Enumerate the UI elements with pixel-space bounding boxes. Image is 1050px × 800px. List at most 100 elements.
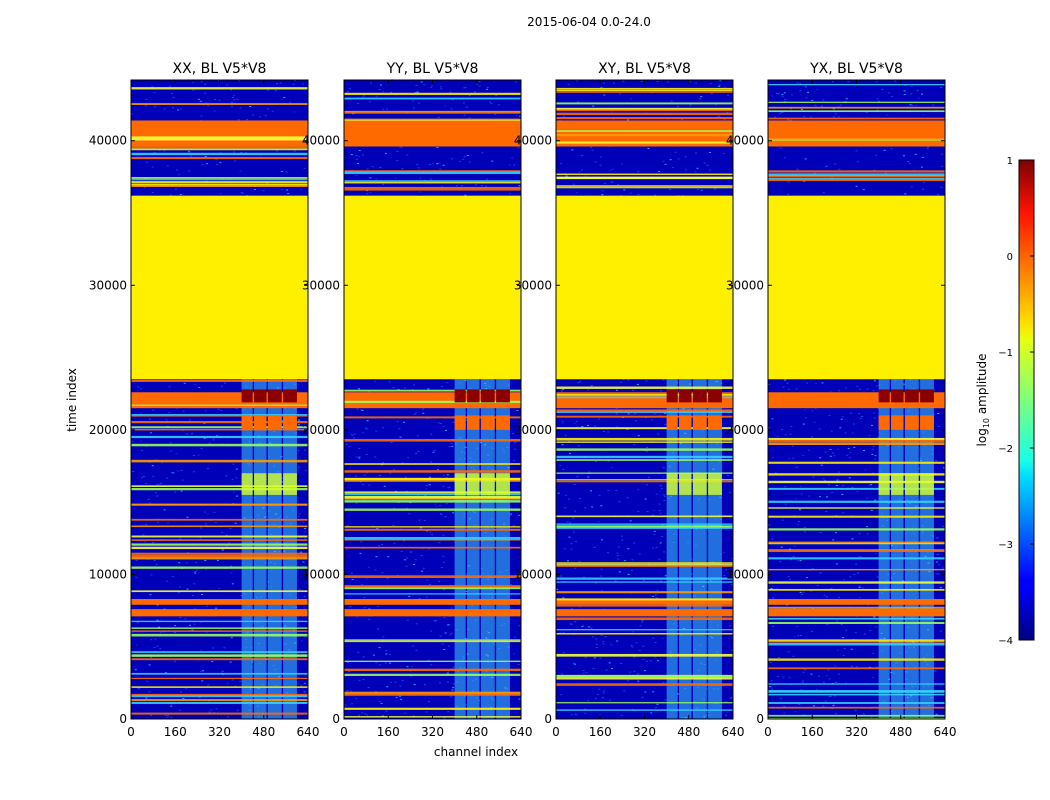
- noise-speckle: [815, 689, 818, 691]
- noise-speckle: [438, 580, 441, 582]
- rfi-block: [904, 415, 919, 430]
- noise-speckle: [708, 152, 711, 153]
- rfi-stripe: [768, 658, 945, 661]
- noise-speckle: [865, 111, 868, 113]
- noise-speckle: [570, 543, 573, 545]
- noise-speckle: [818, 428, 821, 430]
- noise-speckle: [452, 512, 455, 514]
- noise-speckle: [174, 660, 177, 662]
- noise-speckle: [253, 715, 255, 717]
- noise-speckle: [442, 425, 445, 427]
- noise-speckle: [572, 183, 575, 185]
- noise-speckle: [634, 413, 637, 415]
- rfi-band: [467, 379, 480, 719]
- noise-speckle: [131, 113, 134, 115]
- noise-speckle: [425, 484, 428, 486]
- noise-speckle: [827, 669, 830, 671]
- noise-speckle: [509, 515, 512, 517]
- noise-speckle: [207, 105, 210, 107]
- noise-speckle: [355, 154, 358, 156]
- panel-xx: XX, BL V5*V80 160 320 480 640010000200003000…: [89, 61, 320, 739]
- noise-speckle: [150, 656, 152, 658]
- noise-speckle: [443, 717, 446, 719]
- noise-speckle: [868, 484, 871, 486]
- noise-speckle: [650, 712, 653, 714]
- noise-speckle: [677, 195, 680, 197]
- noise-speckle: [441, 643, 444, 645]
- noise-speckle: [159, 648, 162, 650]
- rfi-stripe: [131, 633, 308, 637]
- noise-speckle: [567, 83, 570, 85]
- noise-speckle: [450, 443, 453, 444]
- noise-speckle: [251, 542, 254, 544]
- rfi-stripe: [131, 156, 308, 160]
- noise-speckle: [784, 379, 787, 381]
- noise-speckle: [164, 672, 167, 674]
- noise-speckle: [361, 712, 364, 714]
- noise-speckle: [618, 571, 621, 573]
- noise-speckle: [396, 160, 399, 162]
- rfi-stripe: [768, 507, 945, 509]
- colorbar: 10−1−2−3−4 log10 amplitude: [975, 156, 1035, 647]
- noise-speckle: [724, 86, 727, 88]
- noise-speckle: [873, 616, 876, 618]
- noise-speckle: [351, 572, 353, 574]
- rfi-stripe: [768, 500, 945, 503]
- noise-speckle: [414, 559, 417, 561]
- noise-speckle: [348, 87, 351, 89]
- noise-speckle: [447, 670, 450, 672]
- noise-speckle: [444, 105, 447, 107]
- noise-speckle: [904, 193, 907, 195]
- y-tick-label: 30000: [514, 278, 552, 292]
- noise-speckle: [637, 488, 640, 490]
- noise-speckle: [602, 643, 605, 645]
- noise-speckle: [807, 449, 810, 451]
- noise-speckle: [224, 382, 226, 384]
- noise-speckle: [131, 542, 134, 544]
- noise-speckle: [871, 453, 874, 455]
- noise-speckle: [281, 420, 284, 422]
- noise-speckle: [212, 439, 215, 441]
- noise-speckle: [629, 671, 632, 673]
- noise-speckle: [379, 701, 382, 702]
- noise-speckle: [617, 184, 620, 186]
- noise-speckle: [725, 528, 728, 530]
- noise-speckle: [429, 461, 432, 463]
- noise-speckle: [598, 418, 601, 420]
- noise-speckle: [349, 433, 352, 435]
- noise-speckle: [390, 442, 393, 443]
- noise-speckle: [430, 178, 432, 180]
- noise-speckle: [568, 440, 571, 442]
- noise-speckle: [829, 695, 832, 697]
- noise-speckle: [166, 716, 169, 718]
- noise-speckle: [853, 446, 856, 448]
- noise-speckle: [377, 628, 379, 630]
- rfi-block-mid: [267, 473, 282, 495]
- noise-speckle: [131, 440, 134, 442]
- noise-speckle: [151, 86, 154, 88]
- noise-speckle: [655, 546, 658, 548]
- noise-speckle: [885, 114, 888, 116]
- noise-speckle: [603, 94, 606, 96]
- noise-speckle: [168, 386, 171, 388]
- noise-speckle: [700, 96, 703, 98]
- noise-speckle: [440, 186, 443, 188]
- noise-speckle: [177, 470, 179, 472]
- noise-speckle: [417, 167, 420, 169]
- noise-speckle: [849, 452, 852, 453]
- noise-speckle: [304, 470, 307, 472]
- noise-speckle: [413, 107, 415, 109]
- noise-speckle: [430, 87, 433, 88]
- region-band: [768, 609, 945, 617]
- rfi-stripe: [556, 102, 733, 105]
- noise-speckle: [904, 85, 907, 86]
- noise-speckle: [582, 670, 585, 671]
- noise-speckle: [432, 451, 435, 453]
- noise-speckle: [179, 194, 182, 196]
- noise-speckle: [485, 178, 488, 180]
- noise-speckle: [709, 169, 712, 171]
- noise-speckle: [217, 408, 220, 410]
- panel-yx: YX, BL V5*V80 160 320 480 640010000200003000…: [726, 61, 957, 739]
- noise-speckle: [169, 194, 172, 196]
- noise-speckle: [641, 619, 644, 621]
